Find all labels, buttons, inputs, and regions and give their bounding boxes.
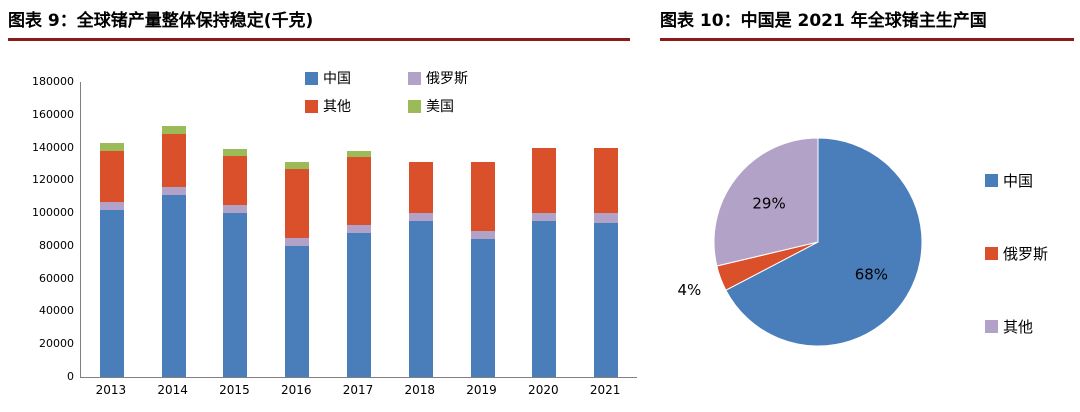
legend-item-其他: 其他 — [305, 96, 408, 116]
legend-label: 其他 — [1003, 318, 1034, 336]
y-tick-label: 0 — [67, 370, 74, 383]
legend-item-中国: 中国 — [305, 68, 408, 88]
bar-segment-其他 — [594, 147, 619, 214]
bar-segment-其他 — [347, 157, 371, 225]
bar-stack-2013 — [99, 142, 124, 377]
bar-segment-其他 — [99, 150, 124, 202]
bar-stack-2019 — [470, 162, 495, 377]
bar-segment-美国 — [285, 162, 310, 169]
pie-legend: 中国 俄罗斯 其他 — [985, 170, 1048, 337]
bar-y-axis: 0 20000 40000 60000 80000 100000 120000 140000 1… — [22, 76, 74, 383]
x-tick-label: 2015 — [219, 383, 250, 397]
x-tick-label: 2021 — [589, 383, 621, 397]
pie-slice-label: 29% — [752, 194, 785, 212]
bar-segment-俄罗斯 — [161, 186, 186, 196]
x-tick-label: 2018 — [404, 383, 436, 397]
bar-stack-2018 — [408, 162, 433, 377]
pie-slice-label: 68% — [855, 265, 888, 283]
x-tick-label: 2014 — [157, 383, 188, 397]
y-tick-label: 140000 — [32, 140, 74, 154]
bar-segment-其他 — [470, 162, 495, 232]
bar-stack-2014 — [161, 126, 186, 377]
pie-slice-中国 — [725, 137, 923, 347]
bar-segment-其他 — [223, 155, 248, 205]
legend-swatch — [305, 99, 318, 113]
x-tick-label: 2013 — [95, 383, 127, 397]
bar-segment-其他 — [161, 134, 186, 187]
legend-swatch — [985, 174, 998, 187]
figure10-title-rule — [660, 38, 1074, 41]
bar-segment-其他 — [408, 162, 433, 214]
bar-segment-美国 — [223, 149, 248, 156]
legend-swatch — [305, 71, 318, 85]
bar-segment-俄罗斯 — [285, 237, 310, 246]
figure10-title: 图表 10：中国是 2021 年全球锗主生产国 — [660, 11, 987, 31]
y-tick-label: 60000 — [39, 271, 74, 285]
bar-segment-中国 — [161, 195, 186, 377]
bar-segment-俄罗斯 — [347, 224, 371, 233]
bar-stack-2020 — [532, 147, 557, 377]
legend-swatch — [408, 99, 421, 113]
bar-segment-中国 — [347, 232, 371, 377]
bar-segment-中国 — [99, 209, 124, 377]
bar-stack-2016 — [285, 162, 310, 377]
bar-segment-中国 — [285, 245, 310, 377]
y-tick-label: 180000 — [32, 75, 74, 88]
bar-segment-美国 — [99, 142, 124, 151]
bar-segment-中国 — [594, 222, 619, 377]
bar-segment-美国 — [347, 150, 371, 158]
legend-swatch — [408, 71, 421, 85]
legend-label: 中国 — [323, 71, 351, 87]
figure9-title-rule — [8, 38, 630, 41]
bar-segment-俄罗斯 — [408, 213, 433, 222]
x-tick-label: 2020 — [528, 383, 559, 397]
legend-label: 中国 — [1003, 172, 1034, 190]
x-tick-label: 2017 — [342, 383, 374, 397]
y-tick-label: 100000 — [32, 206, 74, 220]
y-tick-label: 160000 — [32, 107, 74, 121]
legend-item-中国: 中国 — [985, 170, 1048, 191]
bar-segment-其他 — [285, 168, 310, 238]
bar-stack-2017 — [347, 150, 371, 377]
legend-item-美国: 美国 — [408, 96, 468, 116]
pie-slice-label: 4% — [678, 281, 702, 299]
bar-segment-中国 — [223, 213, 248, 377]
legend-label: 俄罗斯 — [1003, 245, 1049, 263]
bar-stack-2021 — [594, 147, 619, 377]
bar-x-axis: 2013 2014 2015 2016 2017 2018 2019 2020 2021 — [80, 383, 636, 399]
figure9-title: 图表 9：全球锗产量整体保持稳定(千克) — [8, 11, 314, 31]
bar-segment-中国 — [470, 239, 495, 377]
y-tick-label: 120000 — [32, 173, 74, 187]
bar-segment-俄罗斯 — [532, 213, 557, 222]
legend-label: 美国 — [426, 99, 454, 115]
y-tick-label: 40000 — [39, 304, 74, 318]
bar-segment-俄罗斯 — [594, 213, 619, 223]
legend-swatch — [985, 320, 998, 333]
x-tick-label: 2019 — [466, 383, 497, 397]
y-tick-label: 20000 — [39, 337, 74, 351]
pie-svg: 68% 4% 29% — [678, 137, 923, 347]
bar-segment-中国 — [408, 221, 433, 377]
bar-segment-中国 — [532, 221, 557, 377]
legend-item-俄罗斯: 俄罗斯 — [985, 243, 1048, 264]
x-tick-label: 2016 — [280, 383, 312, 397]
legend-item-俄罗斯: 俄罗斯 — [408, 68, 468, 88]
y-tick-label: 80000 — [39, 238, 74, 252]
legend-label: 俄罗斯 — [426, 71, 468, 87]
bar-segment-其他 — [532, 147, 557, 214]
bar-segment-俄罗斯 — [99, 201, 124, 210]
legend-item-其他: 其他 — [985, 316, 1048, 337]
pie-slice-其他 — [713, 137, 819, 267]
bar-segment-俄罗斯 — [223, 204, 248, 214]
bar-segment-俄罗斯 — [470, 231, 495, 240]
legend-label: 其他 — [323, 99, 351, 115]
bar-plot-area — [80, 82, 637, 378]
legend-swatch — [985, 247, 998, 260]
bar-legend: 中国 俄罗斯其他 美国 — [305, 68, 468, 116]
bar-stack-2015 — [223, 149, 248, 377]
bar-segment-美国 — [161, 126, 186, 135]
